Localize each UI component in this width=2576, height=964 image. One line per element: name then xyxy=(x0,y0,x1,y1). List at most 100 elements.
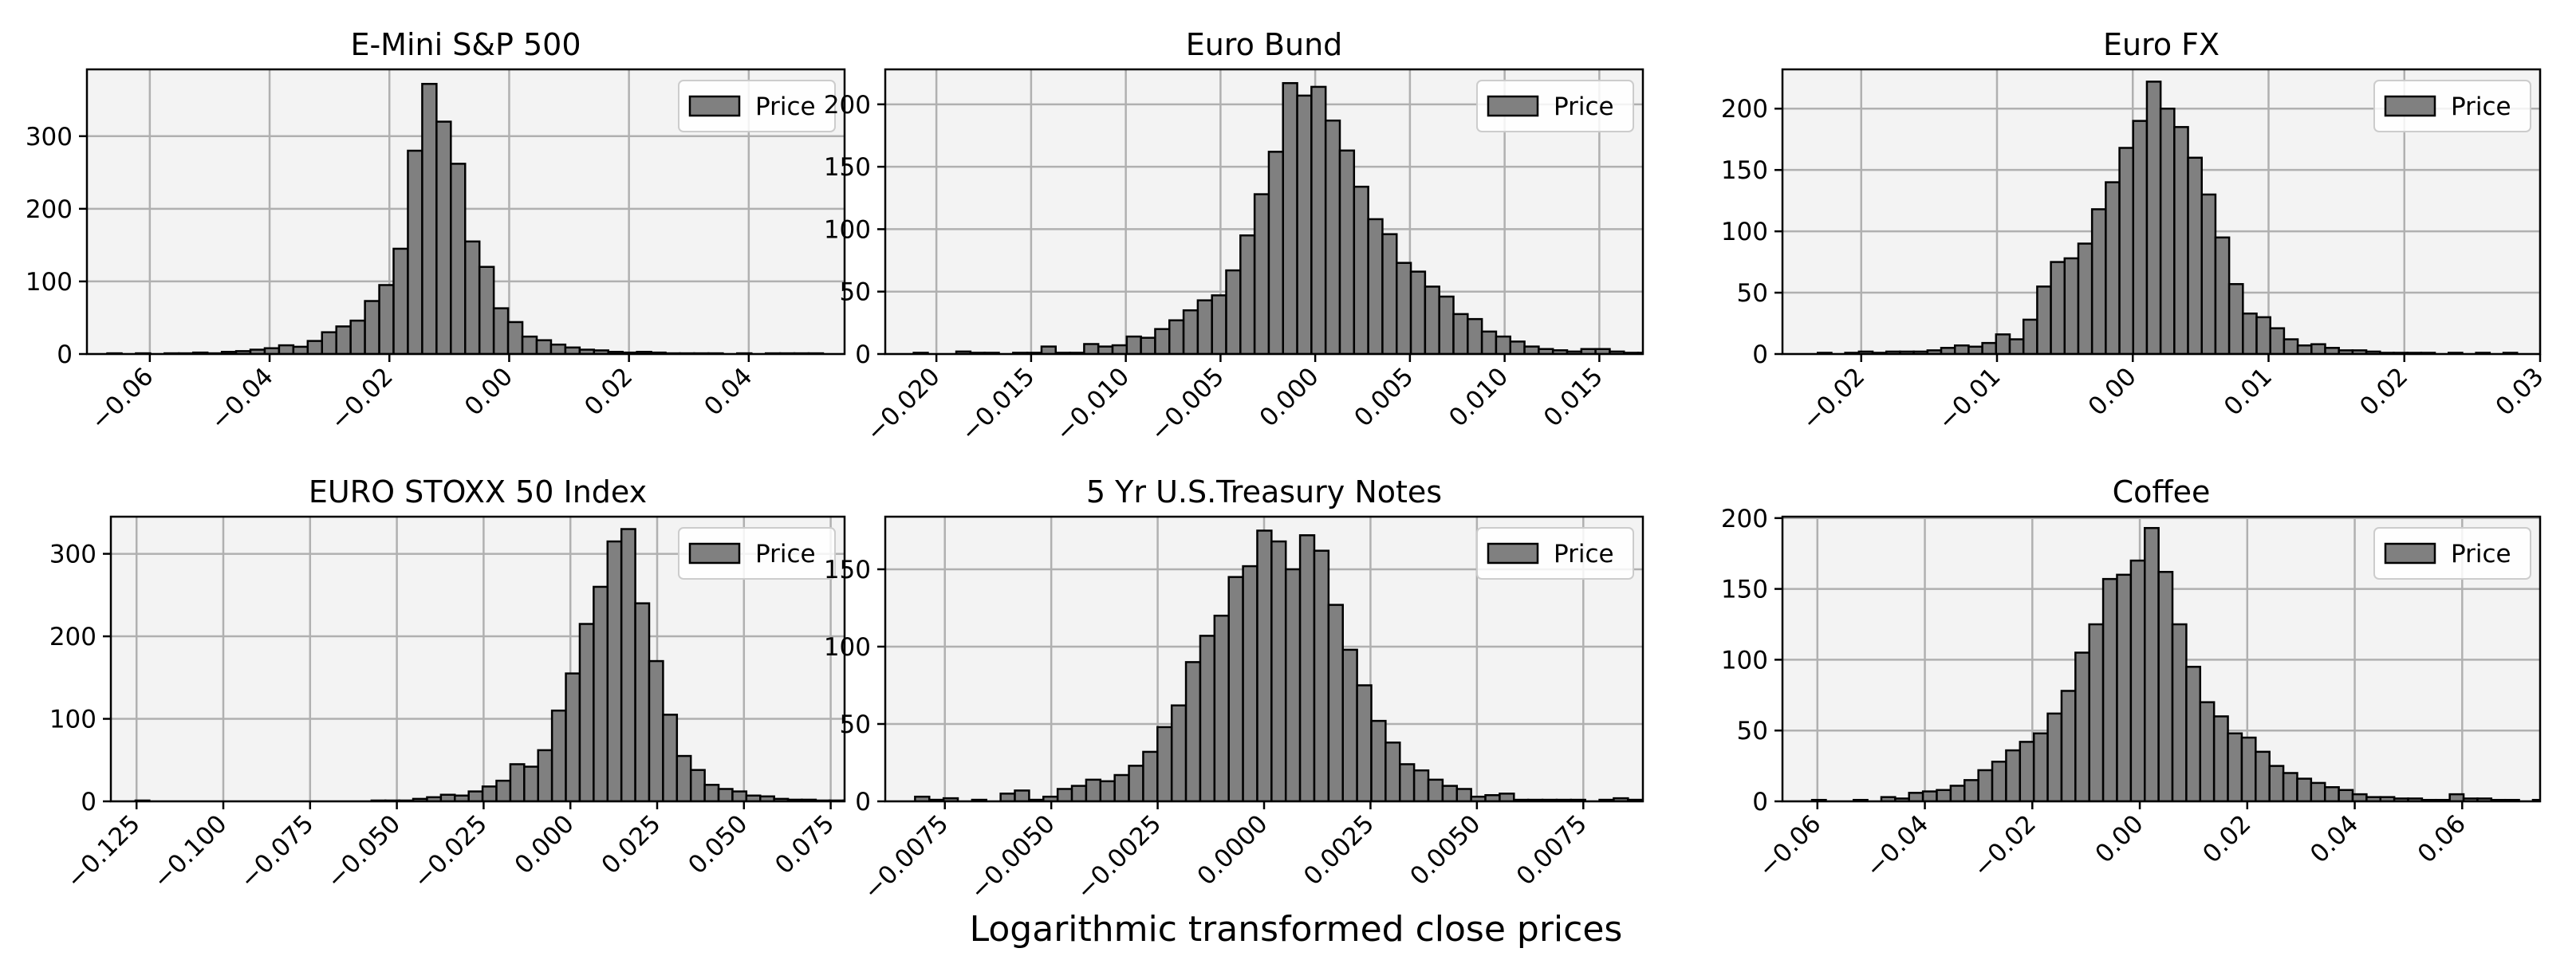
histogram-bar xyxy=(1399,763,1416,801)
legend-swatch xyxy=(688,542,741,565)
histogram-bar xyxy=(2227,283,2244,354)
histogram-bar xyxy=(535,339,553,354)
x-tick-label: 0.03 xyxy=(2490,362,2549,421)
histogram-bar xyxy=(1239,234,1256,354)
histogram-bar xyxy=(1113,773,1130,801)
histogram-bar xyxy=(606,540,623,801)
y-tick-label: 50 xyxy=(1737,279,1768,308)
x-tick-label: −0.100 xyxy=(148,809,233,895)
histogram-bar xyxy=(731,790,748,801)
histogram-bar xyxy=(1242,565,1258,801)
histogram-bar xyxy=(2077,242,2093,354)
x-tick-label: −0.0025 xyxy=(1071,809,1168,906)
histogram-bar xyxy=(1370,719,1387,801)
histogram-bar xyxy=(2063,257,2080,354)
histogram-bar xyxy=(2090,208,2107,354)
subplot-title: Coffee xyxy=(2113,474,2211,510)
legend-swatch xyxy=(2384,542,2436,565)
y-tick-label: 300 xyxy=(26,123,73,151)
subplot-3: 0 50 100 150 200 −0.02 −0.01 0.00 0.01 0.02 0.03 Eu… xyxy=(1721,27,2550,436)
histogram-bar xyxy=(1967,345,1983,354)
x-tick-label: 0.06 xyxy=(2413,809,2472,868)
y-tick-label: 50 xyxy=(1737,717,1768,746)
histogram-bar xyxy=(2240,736,2257,801)
y-tick-label: 100 xyxy=(49,706,97,734)
legend-box xyxy=(1476,80,1634,132)
histogram-bar xyxy=(1523,345,1540,354)
x-tick-label: −0.04 xyxy=(205,362,279,436)
histogram-bar xyxy=(1227,576,1244,801)
legend: Price xyxy=(1476,527,1634,580)
x-tick-label: 0.0025 xyxy=(1298,809,1380,891)
histogram-bar xyxy=(2199,701,2216,801)
histogram-bar xyxy=(2157,571,2174,801)
x-tick-label: 0.01 xyxy=(2219,362,2278,421)
histogram-bar xyxy=(364,300,380,354)
x-tick-label: 0.00 xyxy=(2090,809,2149,868)
histogram-bar xyxy=(620,528,636,801)
histogram-bar xyxy=(1040,345,1057,354)
histogram-bar xyxy=(478,266,495,354)
histogram-bar xyxy=(2351,793,2368,801)
histogram-bar xyxy=(1921,790,1938,801)
histogram-bar xyxy=(2269,327,2286,354)
histogram-bar xyxy=(2118,147,2135,354)
axes-frame xyxy=(109,515,846,803)
y-tick-label: 200 xyxy=(26,195,73,224)
histogram-bar xyxy=(1111,344,1128,354)
histogram-bar xyxy=(392,247,409,354)
histogram-bar xyxy=(2143,526,2160,801)
histogram-bar xyxy=(1327,604,1344,801)
histogram-bar xyxy=(2005,749,2022,801)
histogram-bar xyxy=(1014,789,1030,801)
histogram-bar xyxy=(495,779,512,801)
histogram-bar xyxy=(648,659,664,801)
histogram-bar xyxy=(1225,269,1242,354)
histogram-bar xyxy=(2255,750,2271,801)
histogram-bar xyxy=(1256,529,1273,801)
histogram-bar xyxy=(2050,261,2066,354)
histogram-bar xyxy=(565,672,581,801)
histogram-bar xyxy=(407,149,423,354)
subplot-2: 0 50 100 150 200 −0.020 −0.015 −0.010 −0.005 0.00… xyxy=(824,27,1644,447)
x-tick-label: −0.015 xyxy=(955,362,1041,447)
legend: Price xyxy=(1476,80,1634,132)
y-tick-label: 100 xyxy=(1721,218,1768,246)
histogram-bar xyxy=(2242,312,2258,354)
histogram-bar xyxy=(1353,185,1369,354)
subplot-6: 0 50 100 150 200 −0.06 −0.04 −0.02 0.00 0.02 0.04 0… xyxy=(1721,474,2542,883)
y-tick-label: 100 xyxy=(26,268,73,297)
x-tick-label: −0.0075 xyxy=(858,809,955,906)
histogram-bar xyxy=(306,340,324,354)
histogram-bar xyxy=(506,321,524,354)
subplot-title: E-Mini S&P 500 xyxy=(350,27,581,62)
histogram-bar xyxy=(1995,333,2011,354)
legend-label: Price xyxy=(1554,92,1614,121)
x-tick-label: −0.010 xyxy=(1050,362,1136,447)
histogram-bar xyxy=(1338,149,1356,354)
x-tick-label: 0.000 xyxy=(1255,362,1325,432)
histogram-bar xyxy=(2338,789,2354,801)
histogram-bar xyxy=(2116,573,2133,801)
axes-frame xyxy=(85,68,846,356)
x-tick-label: 0.0050 xyxy=(1404,809,1486,891)
histogram-bar xyxy=(703,784,720,801)
histogram-bar xyxy=(1949,785,1966,801)
histogram-bar xyxy=(2145,81,2162,354)
y-tick-label: 100 xyxy=(824,215,871,244)
histogram-bar xyxy=(2310,343,2326,354)
y-tick-label: 0 xyxy=(1752,340,1768,369)
histogram-bar xyxy=(1170,704,1188,801)
y-tick-label: 200 xyxy=(824,91,871,120)
histogram-bar xyxy=(1154,328,1171,354)
histogram-bar xyxy=(1267,151,1284,354)
histogram-bar xyxy=(2088,623,2105,801)
histogram-bar xyxy=(1070,785,1088,801)
histogram-bars xyxy=(1810,526,2540,801)
histogram-bar xyxy=(1083,343,1100,354)
legend: Price xyxy=(678,80,836,132)
histogram-bar xyxy=(1977,769,1994,801)
histogram-bar xyxy=(2255,316,2271,354)
x-tick-label: 0.005 xyxy=(1349,362,1419,432)
histogram-bar xyxy=(2019,741,2035,801)
